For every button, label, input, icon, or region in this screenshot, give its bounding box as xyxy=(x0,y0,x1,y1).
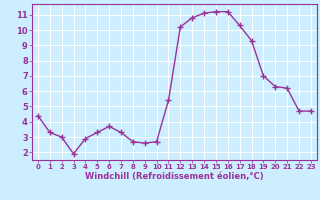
X-axis label: Windchill (Refroidissement éolien,°C): Windchill (Refroidissement éolien,°C) xyxy=(85,172,264,181)
